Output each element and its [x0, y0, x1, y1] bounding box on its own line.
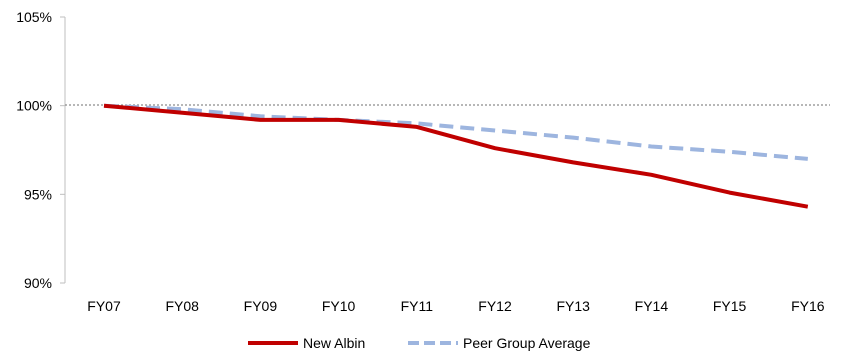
y-tick-label: 100%: [16, 98, 52, 114]
x-tick-label: FY09: [244, 298, 278, 314]
x-tick-label: FY15: [713, 298, 747, 314]
x-tick-label: FY11: [401, 298, 434, 314]
legend-label-peer-group-average: Peer Group Average: [463, 335, 591, 351]
series-line-peer-group-average: [103, 103, 808, 161]
y-tick-label: 90%: [24, 275, 52, 291]
x-tick-label: FY10: [322, 298, 356, 314]
legend-label-new-albin: New Albin: [303, 335, 365, 351]
y-axis-ticks: 90% 95% 100% 105%: [16, 9, 65, 291]
y-tick-label: 95%: [24, 186, 52, 202]
x-tick-label: FY08: [165, 298, 199, 314]
x-tick-label: FY16: [791, 298, 825, 314]
x-tick-label: FY07: [87, 298, 121, 314]
x-tick-label: FY13: [556, 298, 590, 314]
series-lines: [103, 103, 809, 209]
x-axis-ticks: FY07 FY08 FY09 FY10 FY11 FY12 FY13 FY14 FY15 FY16: [87, 298, 824, 314]
y-tick-label: 105%: [16, 9, 52, 25]
series-line-new-albin: [103, 103, 809, 209]
x-tick-label: FY14: [635, 298, 669, 314]
legend: New Albin Peer Group Average: [248, 335, 591, 351]
x-tick-label: FY12: [478, 298, 512, 314]
